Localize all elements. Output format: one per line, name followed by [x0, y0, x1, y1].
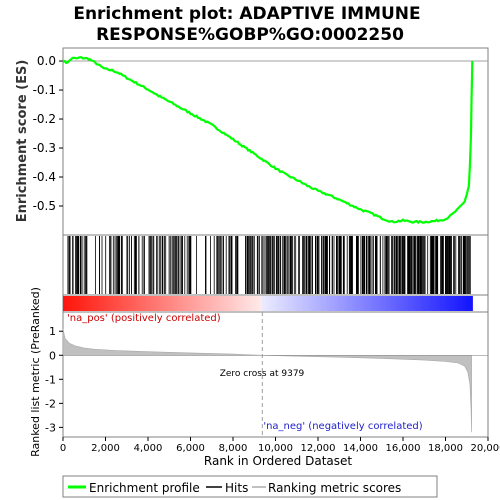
color-bar-segment: [431, 296, 435, 311]
color-bar-segment: [104, 296, 108, 311]
chart-title-line-1: Enrichment plot: ADAPTIVE IMMUNE: [73, 4, 420, 24]
color-bar-segment: [268, 296, 272, 311]
color-bar-segment: [466, 296, 470, 311]
color-bar-segment: [69, 296, 73, 311]
color-bar-segment: [142, 296, 146, 311]
pos-correlated-label: 'na_pos' (positively correlated): [67, 313, 221, 324]
color-bar-segment: [294, 296, 298, 311]
es-y-tick-label: -0.4: [33, 170, 56, 184]
color-bar-segment: [329, 296, 333, 311]
color-bar-segment: [344, 296, 348, 311]
x-tick-label: 2,000: [91, 443, 120, 454]
color-bar-segment: [393, 296, 397, 311]
color-bar-segment: [306, 296, 310, 311]
metric-y-tick-label: 1: [49, 325, 56, 338]
x-tick-label: 14,000: [343, 443, 378, 454]
metric-y-tick-label: -1: [45, 373, 56, 386]
neg-correlated-label: 'na_neg' (negatively correlated): [263, 421, 422, 432]
metric-y-tick-label: 0: [49, 349, 56, 362]
x-tick-label: 4,000: [134, 443, 163, 454]
x-axis: 0 2,000 4,000 6,000 8,000 10,000 12,000 14,000 1…: [60, 437, 500, 454]
x-tick-label: 12,000: [301, 443, 336, 454]
color-bar-segment: [367, 296, 371, 311]
color-bar-segment: [405, 296, 409, 311]
x-axis-label: Rank in Ordered Dataset: [204, 454, 352, 468]
color-bar-segment: [417, 296, 421, 311]
metric-y-tick-label: -2: [45, 397, 56, 410]
color-bar-segment: [168, 296, 172, 311]
es-panel-frame: [63, 48, 488, 235]
color-bar-segment: [92, 296, 96, 311]
color-bar-segment: [180, 296, 184, 311]
color-bar-segment: [355, 296, 359, 311]
x-tick-label: 16,000: [386, 443, 421, 454]
color-bar-segment: [469, 296, 473, 311]
metric-y-tick-label: -3: [45, 421, 56, 434]
es-y-tick-label: 0.0: [37, 54, 56, 68]
x-tick-label: 18,000: [428, 443, 463, 454]
color-bar-segment: [119, 296, 123, 311]
chart-title-line-2: RESPONSE%GOBP%GO:0002250: [96, 25, 404, 45]
es-y-tick-label: -0.1: [33, 83, 56, 97]
es-y-tick-label: -0.2: [33, 112, 56, 126]
es-y-tick-label: -0.5: [33, 199, 56, 213]
color-bar-segment: [455, 296, 459, 311]
color-bar-segment: [382, 296, 386, 311]
color-bar-segment: [130, 296, 134, 311]
color-bar-segment: [241, 296, 245, 311]
x-tick-label: 20,000: [471, 443, 500, 454]
color-bar-segment: [157, 296, 161, 311]
legend-label-hits: Hits: [225, 481, 248, 495]
color-bar-segment: [192, 296, 196, 311]
metric-y-axis-label: Ranked list metric (PreRanked): [29, 287, 42, 457]
color-bar-segment: [443, 296, 447, 311]
x-tick-label: 8,000: [219, 443, 248, 454]
zero-cross-label: Zero cross at 9379: [220, 369, 305, 379]
color-bar-segment: [230, 296, 234, 311]
es-y-axis-label: Enrichment score (ES): [15, 60, 30, 223]
color-bar-segment: [256, 296, 260, 311]
legend-label-enrichment: Enrichment profile: [89, 481, 200, 495]
legend-label-metric: Ranking metric scores: [268, 481, 401, 495]
color-bar-segment: [279, 296, 283, 311]
color-bar-segment: [206, 296, 210, 311]
color-bar-segment: [218, 296, 222, 311]
color-bar-segment: [317, 296, 321, 311]
x-tick-label: 10,000: [258, 443, 293, 454]
x-tick-label: 0: [60, 443, 66, 454]
x-tick-label: 6,000: [176, 443, 205, 454]
colorbar-layer: [63, 296, 473, 311]
color-bar-segment: [81, 296, 85, 311]
es-y-tick-label: -0.3: [33, 141, 56, 155]
